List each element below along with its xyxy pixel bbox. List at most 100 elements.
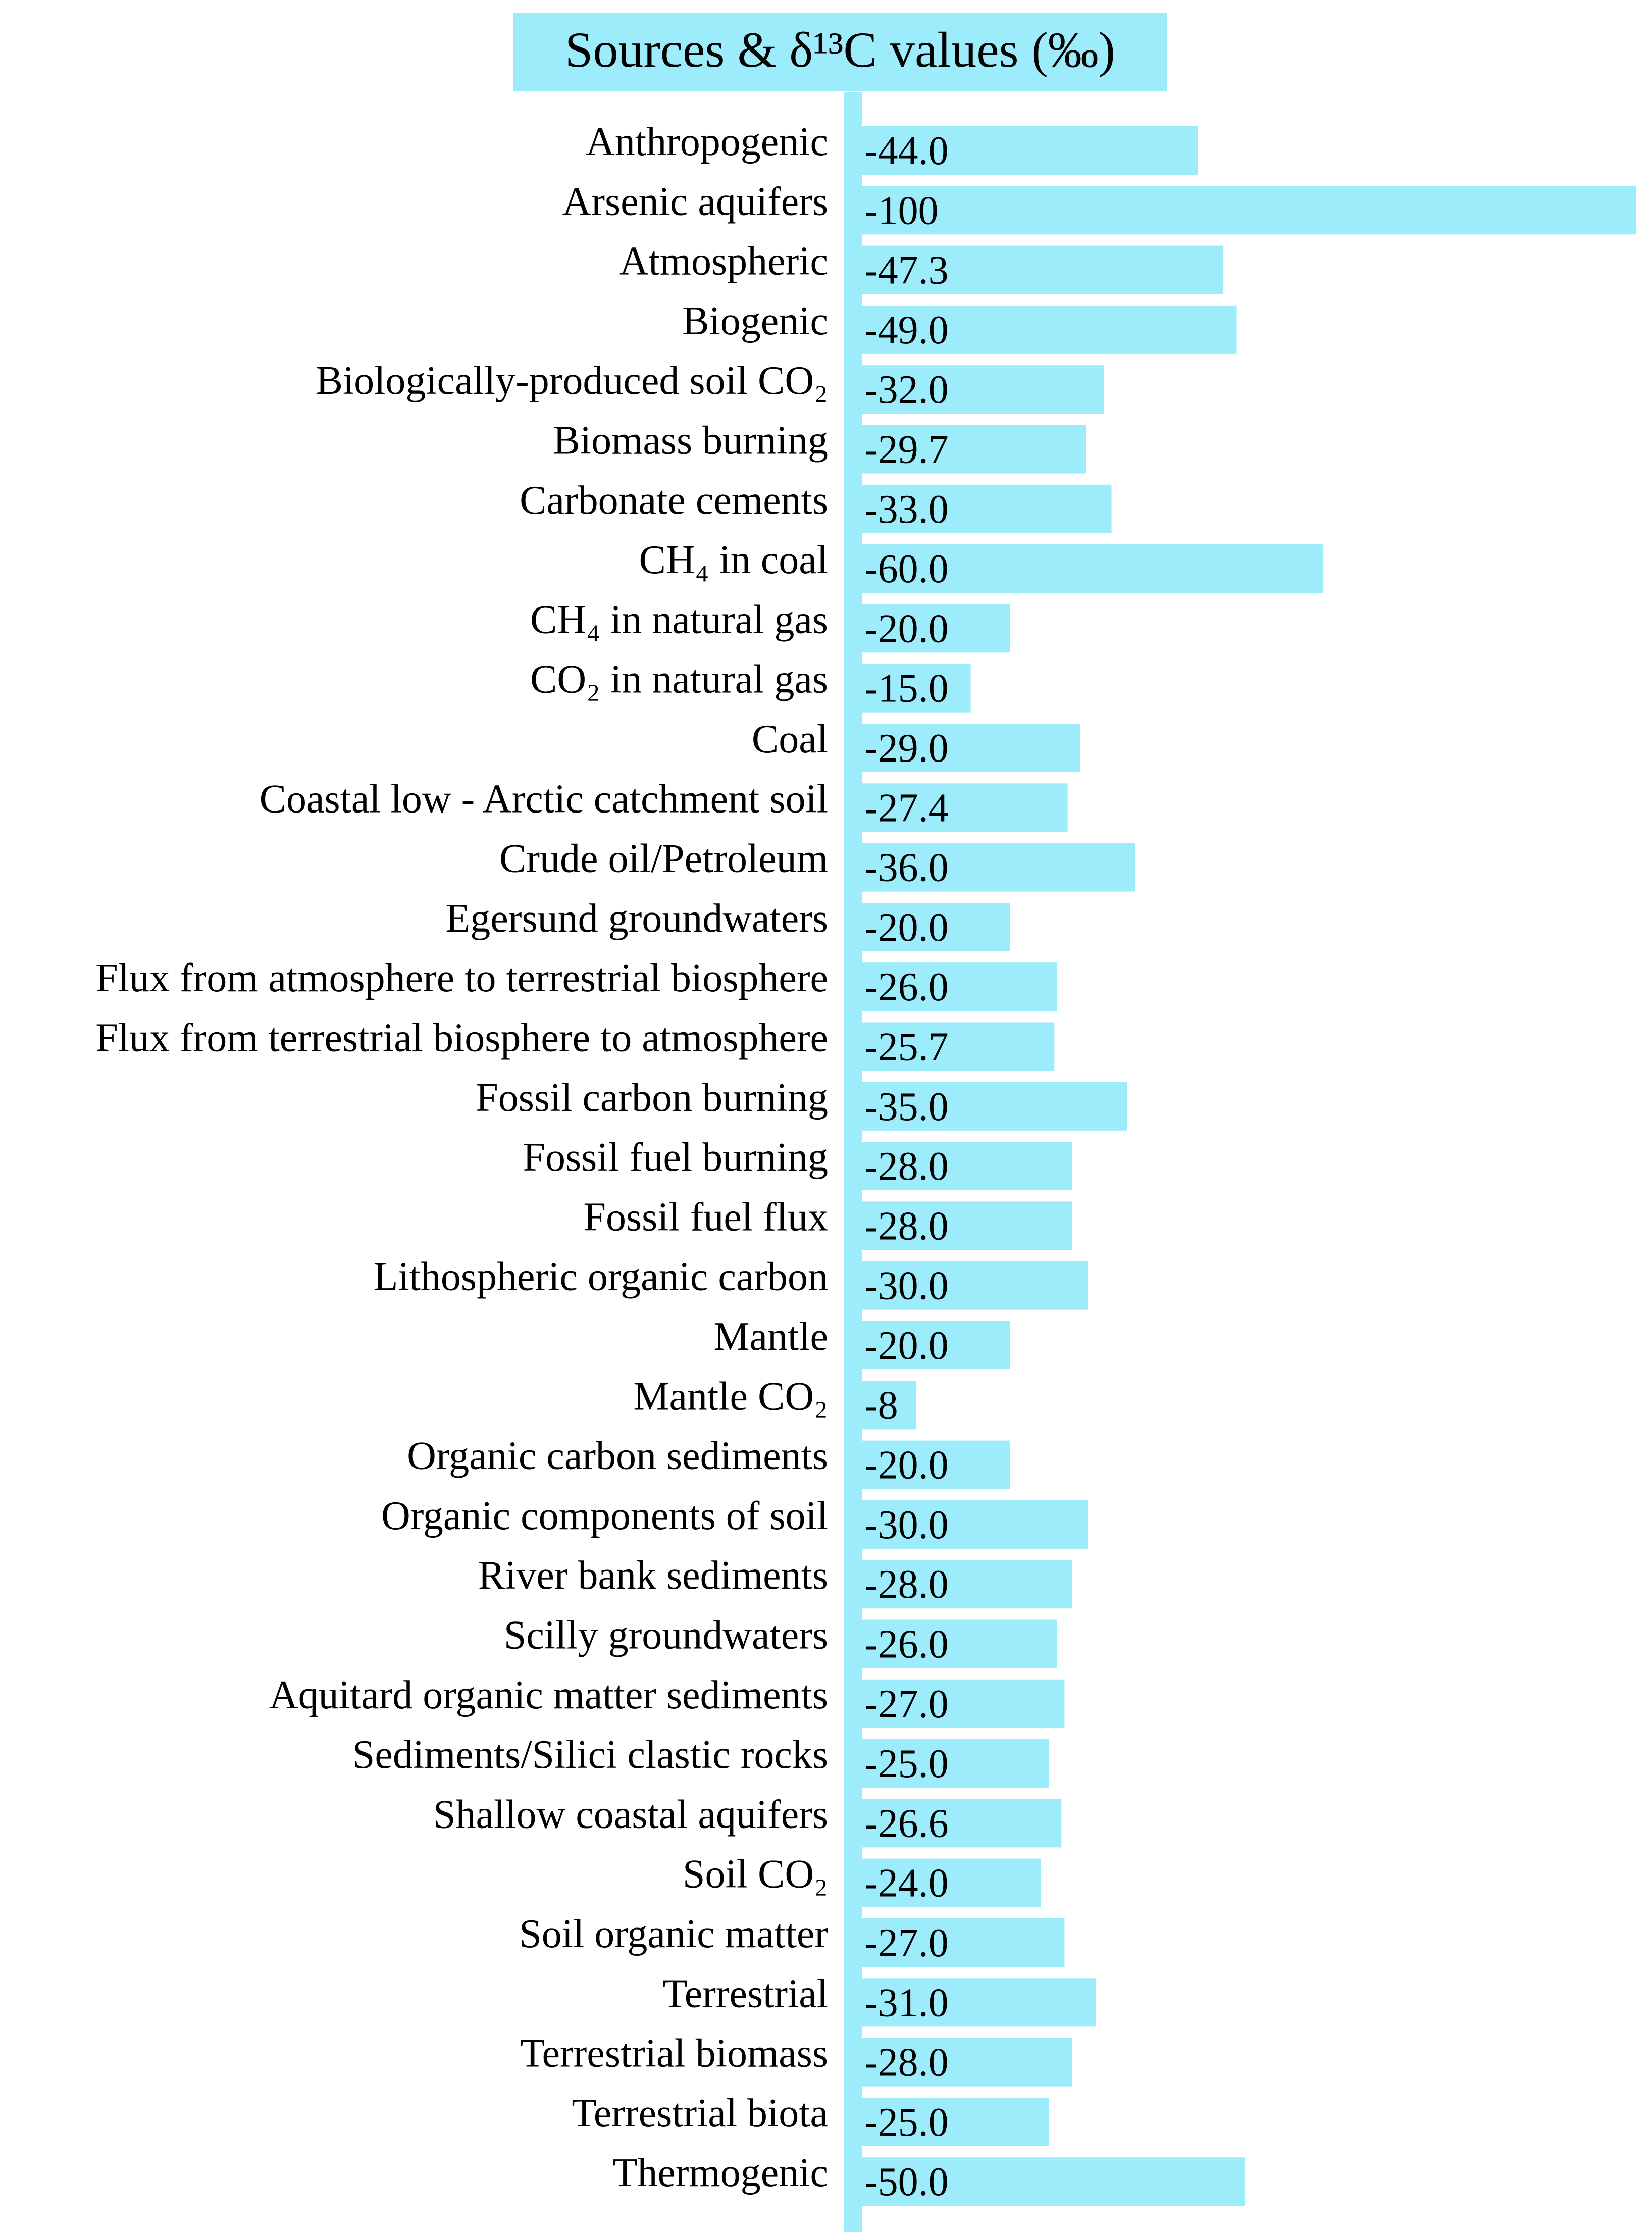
value-label-29: -24.0 xyxy=(864,1861,949,1906)
bar-17 xyxy=(853,1142,1072,1191)
category-label-4: Biologically-produced soil CO₂ xyxy=(316,359,828,403)
value-label-5: -29.7 xyxy=(864,428,949,472)
value-label-3: -49.0 xyxy=(864,308,949,352)
category-label-17: Fossil fuel burning xyxy=(523,1135,828,1180)
value-labels-group: -44.0 -100 -47.3 -49.0 -32.0 -29.7 -33.0 -60.0 -… xyxy=(864,129,949,2204)
category-label-16: Fossil carbon burning xyxy=(476,1076,828,1120)
value-label-20: -20.0 xyxy=(864,1324,949,1368)
value-label-12: -36.0 xyxy=(864,846,949,890)
category-label-31: Terrestrial xyxy=(662,1971,828,2016)
value-label-11: -27.4 xyxy=(864,786,949,830)
value-label-16: -35.0 xyxy=(864,1085,949,1129)
category-label-3: Biogenic xyxy=(682,299,828,343)
value-label-34: -50.0 xyxy=(864,2160,949,2204)
category-label-27: Sediments/Silici clastic rocks xyxy=(352,1733,828,1777)
category-label-12: Crude oil/Petroleum xyxy=(499,837,828,881)
chart-title: Sources & δ¹³C values (‰) xyxy=(565,22,1115,78)
category-label-6: Carbonate cements xyxy=(520,478,828,523)
value-label-32: -28.0 xyxy=(864,2041,949,2085)
value-label-23: -30.0 xyxy=(864,1503,949,1547)
value-label-9: -15.0 xyxy=(864,667,949,711)
category-label-8: CH₄ in natural gas xyxy=(530,597,828,642)
bar-21 xyxy=(853,1381,916,1430)
value-label-28: -26.6 xyxy=(864,1801,949,1846)
bar-9 xyxy=(853,664,971,713)
category-label-18: Fossil fuel flux xyxy=(584,1195,828,1239)
bar-3 xyxy=(853,305,1237,354)
value-label-17: -28.0 xyxy=(864,1144,949,1189)
bar-31 xyxy=(853,1978,1096,2027)
bar-32 xyxy=(853,2038,1072,2087)
bar-10 xyxy=(853,724,1080,772)
bar-24 xyxy=(853,1560,1072,1609)
value-label-18: -28.0 xyxy=(864,1204,949,1248)
bar-14 xyxy=(853,962,1057,1011)
category-label-34: Thermogenic xyxy=(613,2151,828,2195)
value-label-19: -30.0 xyxy=(864,1264,949,1308)
category-label-30: Soil organic matter xyxy=(519,1912,828,1956)
bar-0 xyxy=(853,126,1198,175)
category-label-32: Terrestrial biomass xyxy=(520,2032,828,2076)
bar-1 xyxy=(853,186,1636,235)
category-label-26: Aquitard organic matter sediments xyxy=(269,1673,828,1717)
bar-6 xyxy=(853,484,1112,533)
value-label-33: -25.0 xyxy=(864,2100,949,2145)
category-label-23: Organic components of soil xyxy=(381,1494,828,1538)
category-label-10: Coal xyxy=(752,717,828,762)
value-label-26: -27.0 xyxy=(864,1682,949,1727)
value-label-14: -26.0 xyxy=(864,965,949,1009)
value-label-0: -44.0 xyxy=(864,129,949,173)
category-label-9: CO₂ in natural gas xyxy=(530,657,828,702)
value-label-24: -28.0 xyxy=(864,1562,949,1607)
bar-12 xyxy=(853,843,1135,892)
bar-19 xyxy=(853,1261,1088,1310)
category-label-1: Arsenic aquifers xyxy=(562,179,828,224)
category-label-24: River bank sediments xyxy=(478,1553,828,1598)
value-label-6: -33.0 xyxy=(864,487,949,532)
category-label-29: Soil CO₂ xyxy=(683,1852,828,1897)
bar-18 xyxy=(853,1201,1072,1250)
bars-group xyxy=(853,126,1636,2206)
bar-23 xyxy=(853,1500,1088,1549)
category-label-21: Mantle CO₂ xyxy=(633,1374,828,1418)
title-group: Sources & δ¹³C values (‰) xyxy=(513,13,1167,91)
bar-4 xyxy=(853,365,1104,414)
category-label-15: Flux from terrestrial biosphere to atmos… xyxy=(95,1016,828,1060)
title-background xyxy=(513,13,1167,91)
value-label-21: -8 xyxy=(864,1383,898,1428)
category-label-2: Atmospheric xyxy=(620,239,828,284)
category-label-19: Lithospheric organic carbon xyxy=(374,1255,828,1299)
value-label-25: -26.0 xyxy=(864,1622,949,1667)
category-label-13: Egersund groundwaters xyxy=(445,896,828,941)
bar-27 xyxy=(853,1739,1049,1788)
bar-16 xyxy=(853,1082,1127,1131)
value-label-10: -29.0 xyxy=(864,726,949,771)
value-label-4: -32.0 xyxy=(864,368,949,412)
category-label-33: Terrestrial biota xyxy=(572,2091,829,2136)
value-label-31: -31.0 xyxy=(864,1981,949,2025)
bar-29 xyxy=(853,1858,1041,1907)
bar-33 xyxy=(853,2097,1049,2146)
bar-11 xyxy=(853,783,1068,832)
bar-28 xyxy=(853,1799,1062,1848)
value-label-7: -60.0 xyxy=(864,547,949,591)
bar-30 xyxy=(853,1918,1065,1967)
category-label-22: Organic carbon sediments xyxy=(407,1434,828,1479)
value-label-13: -20.0 xyxy=(864,905,949,950)
bar-15 xyxy=(853,1022,1055,1071)
bar-7 xyxy=(853,544,1323,593)
bar-13 xyxy=(853,902,1010,951)
category-labels-group: Anthropogenic Arsenic aquifers Atmospheric… xyxy=(95,120,828,2195)
category-label-11: Coastal low - Arctic catchment soil xyxy=(260,777,828,821)
bar-5 xyxy=(853,425,1086,474)
value-label-8: -20.0 xyxy=(864,606,949,651)
value-label-2: -47.3 xyxy=(864,248,949,293)
bar-22 xyxy=(853,1440,1010,1489)
category-label-0: Anthropogenic xyxy=(586,120,828,164)
bar-2 xyxy=(853,245,1224,294)
value-label-1: -100 xyxy=(864,188,939,233)
category-label-20: Mantle xyxy=(713,1314,828,1359)
bar-25 xyxy=(853,1619,1057,1668)
bar-34 xyxy=(853,2157,1245,2206)
category-label-14: Flux from atmosphere to terrestrial bios… xyxy=(95,956,828,1000)
